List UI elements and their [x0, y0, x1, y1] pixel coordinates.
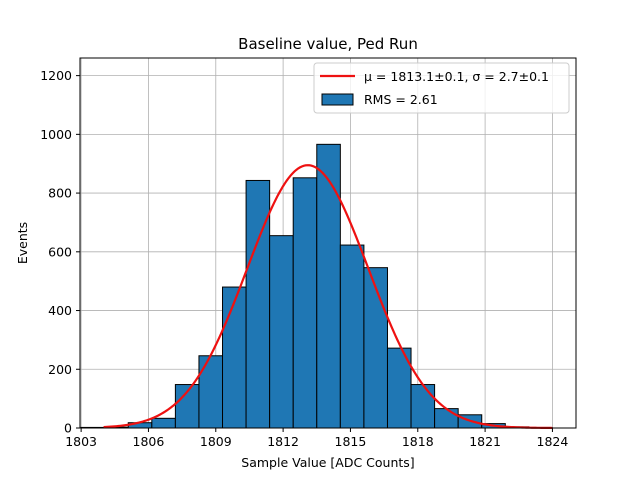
histogram-bar [316, 143, 341, 429]
y-tick-label: 1000 [40, 127, 72, 142]
x-tick-label: 1821 [469, 434, 501, 449]
x-tick-label: 1806 [133, 434, 165, 449]
x-axis-ticks: 1803 1806 1809 1812 1815 1818 1821 1824 [65, 428, 568, 449]
x-tick-label: 1812 [267, 434, 299, 449]
y-tick-label: 1200 [40, 68, 72, 83]
histogram-bar [363, 267, 388, 429]
y-axis-label: Events [15, 222, 30, 264]
legend-hist-label: RMS = 2.61 [364, 92, 438, 107]
legend-box [313, 62, 570, 114]
fit-curve [103, 164, 553, 430]
histogram-bar [198, 355, 224, 429]
x-tick-label: 1803 [65, 434, 97, 449]
plot-frame [79, 57, 577, 429]
x-axis-label: Sample Value [ADC Counts] [241, 455, 414, 470]
histogram-bar [151, 417, 176, 429]
histogram-bar [222, 286, 247, 429]
histogram-bar [434, 408, 459, 429]
histogram-bar [292, 177, 318, 429]
y-tick-label: 600 [48, 244, 72, 259]
y-tick-label: 0 [64, 421, 72, 436]
histogram-bar [245, 179, 271, 429]
y-tick-label: 400 [48, 303, 72, 318]
x-tick-label: 1818 [402, 434, 434, 449]
histogram-bar [410, 384, 436, 429]
fit-curve-group [103, 164, 553, 430]
chart-title: Baseline value, Ped Run [238, 35, 418, 53]
x-tick-label: 1809 [200, 434, 232, 449]
x-tick-label: 1815 [335, 434, 367, 449]
histogram-bar [269, 235, 294, 429]
y-tick-label: 800 [48, 186, 72, 201]
y-axis-ticks: 0 200 400 600 800 1000 1200 [40, 68, 80, 436]
legend-fit-label: μ = 1813.1±0.1, σ = 2.7±0.1 [364, 69, 549, 84]
y-tick-label: 200 [48, 362, 72, 377]
x-tick-label: 1824 [537, 434, 569, 449]
legend: μ = 1813.1±0.1, σ = 2.7±0.1 RMS = 2.61 [313, 62, 570, 114]
legend-hist-swatch [321, 93, 354, 106]
histogram-bar [339, 244, 365, 429]
